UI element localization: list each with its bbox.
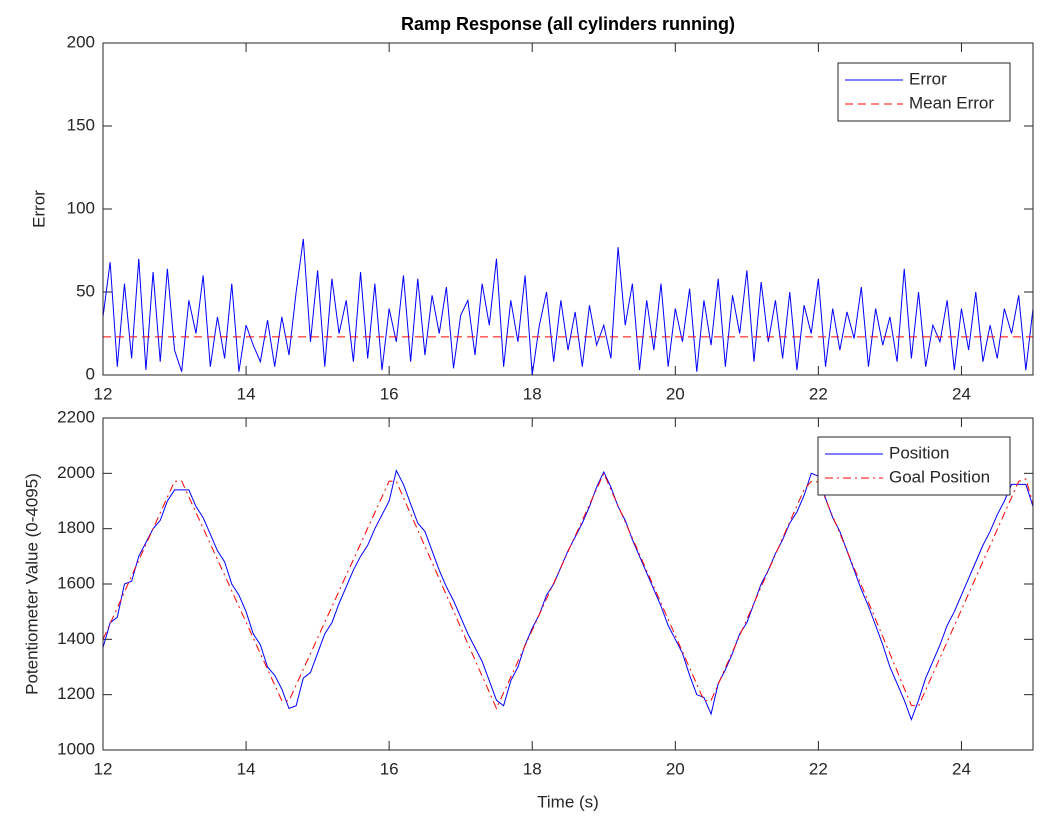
x-tick-label: 24	[952, 759, 971, 778]
y-tick-label: 1400	[57, 629, 95, 648]
y-axis-label: Error	[29, 190, 48, 228]
legend-label: Error	[909, 69, 947, 88]
axes-box	[102, 417, 1034, 751]
x-tick-label: 22	[809, 384, 828, 403]
legend-box	[817, 436, 1011, 496]
y-tick-label: 100	[67, 198, 95, 217]
x-tick-label: 12	[94, 759, 113, 778]
x-tick-label: 20	[666, 384, 685, 403]
y-tick-label: 2000	[57, 463, 95, 482]
legend-label: Goal Position	[889, 467, 990, 486]
y-tick-label: 1000	[57, 739, 95, 758]
y-tick-label: 1200	[57, 684, 95, 703]
x-tick-label: 16	[380, 384, 399, 403]
y-tick-label: 1800	[57, 518, 95, 537]
x-tick-label: 16	[380, 759, 399, 778]
axes-box	[102, 42, 1034, 376]
y-tick-label: 150	[67, 115, 95, 134]
legend-label: Mean Error	[909, 93, 994, 112]
data-line	[103, 472, 1033, 710]
x-tick-label: 18	[523, 759, 542, 778]
legend-box	[837, 62, 1011, 122]
x-tick-label: 12	[94, 384, 113, 403]
y-tick-label: 2200	[57, 407, 95, 426]
y-tick-label: 0	[86, 364, 95, 383]
chart-title: Ramp Response (all cylinders running)	[401, 14, 735, 34]
y-tick-label: 50	[76, 281, 95, 300]
x-tick-label: 18	[523, 384, 542, 403]
x-tick-label: 24	[952, 384, 971, 403]
x-tick-label: 20	[666, 759, 685, 778]
x-tick-label: 14	[237, 384, 256, 403]
x-tick-label: 14	[237, 759, 256, 778]
data-line	[103, 238, 1033, 375]
legend-label: Position	[889, 443, 949, 462]
x-tick-label: 22	[809, 759, 828, 778]
y-tick-label: 1600	[57, 573, 95, 592]
x-axis-label: Time (s)	[537, 792, 599, 811]
y-tick-label: 200	[67, 32, 95, 51]
y-axis-label: Potentiometer Value (0-4095)	[22, 473, 41, 695]
